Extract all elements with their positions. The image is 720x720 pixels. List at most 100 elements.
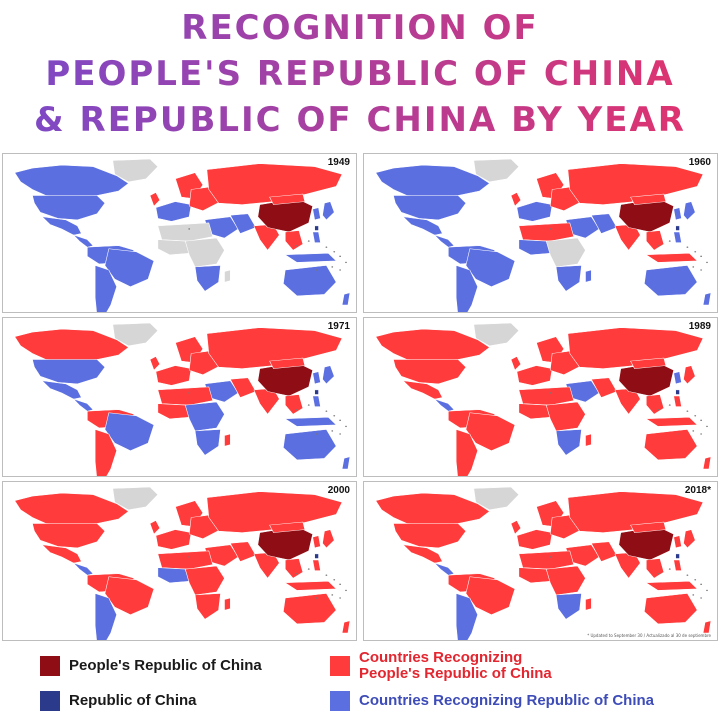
region-canada (375, 164, 490, 198)
island-dot (339, 269, 342, 271)
island-dot (296, 244, 298, 247)
region-mexico (402, 380, 443, 400)
region-w-africa (157, 567, 190, 584)
year-label: 2018* (684, 485, 711, 496)
legend-item-roc-recognizing: Countries Recognizing Republic of China (330, 691, 654, 711)
world-map-2000 (14, 486, 351, 640)
region-brazil (104, 248, 155, 287)
region-korea (673, 371, 682, 385)
world-map-1949 (14, 158, 351, 312)
map-panel-1949: 1949 (2, 153, 357, 313)
region-uk (149, 192, 161, 207)
region-brazil (104, 576, 155, 615)
region-mexico (402, 544, 443, 564)
region-usa (32, 195, 106, 221)
island-dot (706, 261, 708, 264)
island-dot (296, 572, 298, 575)
legend-swatch-roc-recognizing (330, 691, 350, 711)
region-ussr (567, 163, 704, 205)
legend-label-prc-recognizing-line1: Countries Recognizing (359, 649, 523, 666)
island-dot (668, 240, 671, 242)
region-w-europe (516, 201, 553, 222)
island-dot (307, 240, 310, 242)
region-se-asia (645, 230, 665, 251)
island-dot (700, 597, 703, 599)
title-line-2: PEOPLE'S REPUBLIC OF CHINA (0, 52, 720, 96)
region-nz (341, 292, 351, 306)
map-panel-2000: 2000 (2, 481, 357, 641)
region-uk (510, 192, 522, 207)
island-dot (694, 579, 697, 581)
region-ussr (206, 327, 343, 369)
region-s-africa (555, 429, 582, 456)
region-japan (322, 529, 335, 549)
region-uk (510, 356, 522, 371)
region-c-africa (545, 565, 586, 596)
title-line-3: & REPUBLIC OF CHINA BY YEAR (0, 98, 720, 142)
year-label: 1949 (327, 157, 350, 168)
island-dot (331, 430, 334, 432)
region-nz (341, 620, 351, 634)
region-c-africa (545, 401, 586, 432)
map-grid: 1949 1960 1971 1989 2000 2018* * Updated… (2, 153, 718, 641)
island-dot (657, 408, 659, 411)
island-dot (188, 556, 191, 558)
region-greenland (473, 322, 520, 347)
region-se-asia (645, 558, 665, 579)
region-mongolia (630, 357, 667, 369)
year-label: 1960 (688, 157, 711, 168)
region-australia (643, 593, 698, 625)
region-se-asia (284, 558, 304, 579)
island-dot (706, 425, 708, 428)
region-central (433, 562, 455, 576)
region-s-africa (194, 265, 221, 292)
island-dot (188, 228, 191, 230)
island-dot (345, 589, 347, 592)
region-s-africa (194, 429, 221, 456)
island-dot (676, 433, 679, 435)
island-dot (706, 589, 708, 592)
island-dot (315, 433, 318, 435)
region-taiwan (314, 553, 319, 559)
region-nz (702, 292, 712, 306)
region-s-africa (194, 593, 221, 620)
region-philippines (312, 559, 321, 571)
region-brazil (465, 412, 516, 451)
world-map-2018 (375, 486, 712, 640)
island-dot (692, 430, 695, 432)
year-label: 2000 (327, 485, 350, 496)
region-central (72, 398, 94, 412)
region-canada (14, 164, 129, 198)
island-dot (325, 410, 328, 412)
map-panel-1971: 1971 (2, 317, 357, 477)
region-usa (393, 195, 467, 221)
region-uk (149, 520, 161, 535)
island-dot (315, 269, 318, 271)
region-japan (322, 201, 335, 221)
region-taiwan (314, 225, 319, 231)
region-ussr (206, 163, 343, 205)
legend: People's Republic of China Countries Rec… (0, 648, 720, 720)
island-dot (333, 251, 336, 253)
island-dot (339, 583, 342, 586)
region-philippines (673, 395, 682, 407)
region-japan (683, 201, 696, 221)
island-dot (668, 568, 671, 570)
island-dot (700, 255, 703, 258)
region-usa (32, 359, 106, 385)
region-s-south (455, 429, 478, 476)
region-s-south (94, 265, 117, 312)
island-dot (549, 228, 552, 230)
island-dot (331, 594, 334, 596)
legend-swatch-roc (40, 691, 60, 711)
region-n-africa (157, 222, 214, 242)
region-n-africa (157, 550, 214, 570)
region-taiwan (675, 389, 680, 395)
region-madagascar (224, 433, 231, 447)
region-madagascar (585, 269, 592, 283)
region-taiwan (675, 225, 680, 231)
region-nz (702, 620, 712, 634)
region-canada (375, 328, 490, 362)
island-dot (345, 261, 347, 264)
region-nz (702, 456, 712, 470)
